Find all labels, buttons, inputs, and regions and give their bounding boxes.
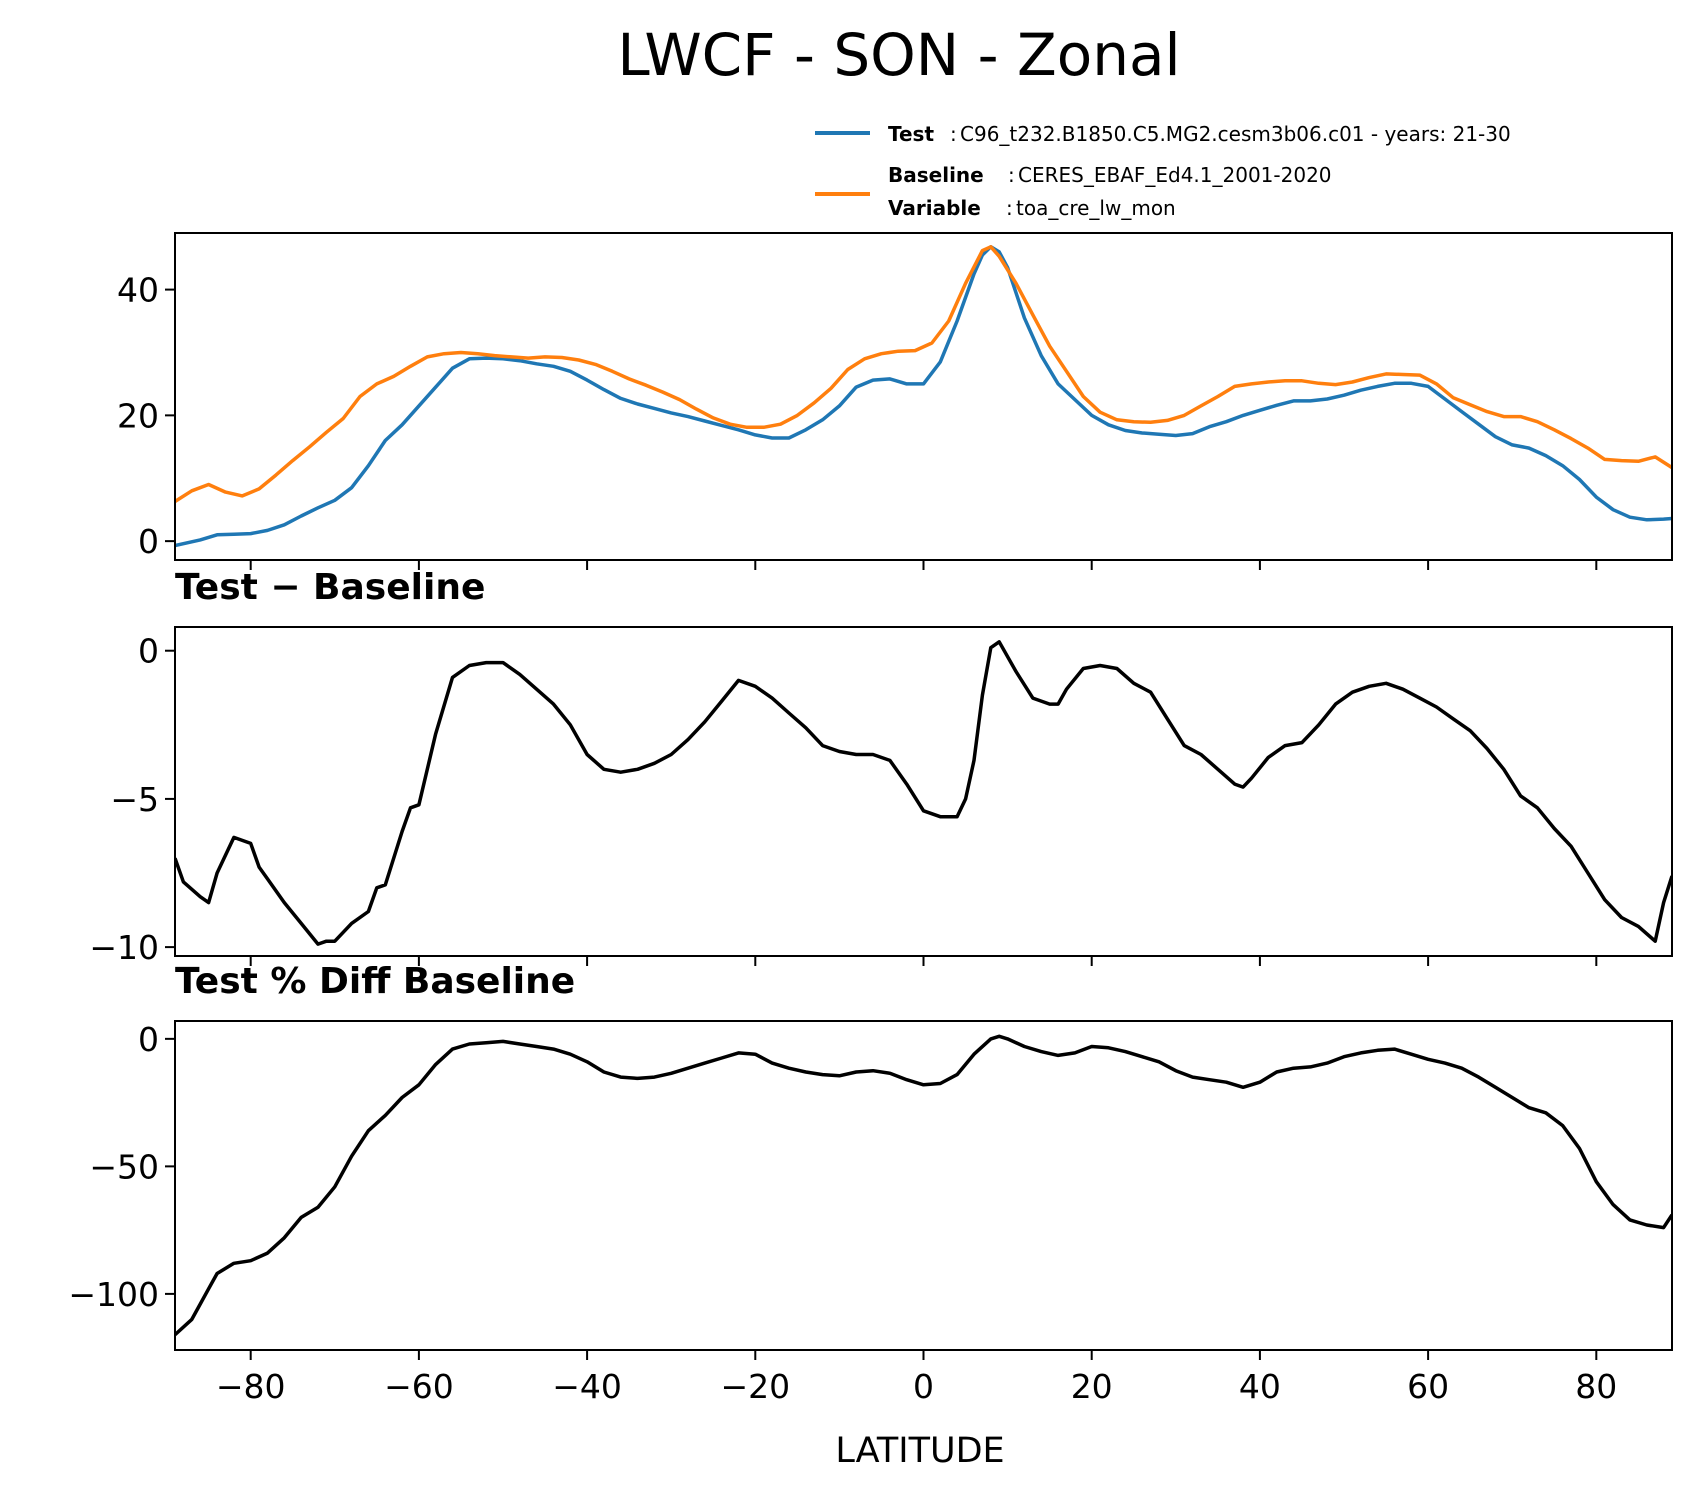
panel-2-series-test-baseline	[175, 640, 1672, 946]
panel-3-xtick-label: 20	[1071, 1367, 1113, 1406]
legend-test-value: C96_t232.B1850.C5.MG2.cesm3b06.c01 - yea…	[960, 122, 1511, 146]
panel-3-xtick-label: 0	[913, 1367, 934, 1406]
legend-baseline-value: CERES_EBAF_Ed4.1_2001-2020	[1018, 163, 1332, 187]
panel-2: −10 −5 0	[89, 626, 1673, 967]
panel-1: 0 20 40	[117, 232, 1673, 570]
legend-baseline-sep: :	[1008, 163, 1015, 187]
panel-3-ytick-label: 0	[138, 1020, 159, 1059]
panel-1-ytick-label: 20	[117, 396, 159, 435]
legend-variable-value: toa_cre_lw_mon	[1016, 196, 1176, 220]
x-axis-label: LATITUDE	[835, 1431, 1004, 1471]
panel-2-ytick-label: −5	[110, 780, 159, 819]
legend-variable-sep: :	[1006, 196, 1013, 220]
panel-3-ytick-label: −50	[89, 1147, 159, 1186]
panel2-title: Test − Baseline	[175, 567, 485, 608]
panel-3-xtick-label: −60	[384, 1367, 454, 1406]
panel-3: −100 −50 0 −80 −60 −40 −20 0 20 40 60 80	[68, 1020, 1673, 1406]
legend-baseline-key: Baseline	[888, 163, 984, 187]
panel-3-series-test-diff-baseline	[175, 1034, 1672, 1336]
legend-test-key: Test	[888, 122, 934, 146]
panel-1-ytick-label: 40	[117, 271, 159, 310]
panel-2-ytick-label: 0	[138, 632, 159, 671]
figure-title: LWCF - SON - Zonal	[617, 21, 1180, 89]
panel-3-xtick-label: −20	[720, 1367, 790, 1406]
panel-3-xtick-label: −80	[216, 1367, 286, 1406]
panel-3-xtick-label: −40	[552, 1367, 622, 1406]
panel-3-xtick-label: 60	[1407, 1367, 1449, 1406]
panel-1-series-baseline	[175, 245, 1672, 503]
legend: Test : C96_t232.B1850.C5.MG2.cesm3b06.c0…	[815, 122, 1511, 220]
legend-test-sep: :	[950, 122, 957, 146]
panel-2-ytick-label: −10	[89, 928, 159, 967]
panel-3-xtick-label: 80	[1575, 1367, 1617, 1406]
panel-1-ytick-label: 0	[138, 522, 159, 561]
panel3-title: Test % Diff Baseline	[175, 961, 575, 1002]
legend-variable-key: Variable	[888, 196, 981, 220]
panel-3-xtick-label: 40	[1239, 1367, 1281, 1406]
panel-1-series-test	[175, 245, 1672, 548]
panel-3-ytick-label: −100	[68, 1275, 159, 1314]
